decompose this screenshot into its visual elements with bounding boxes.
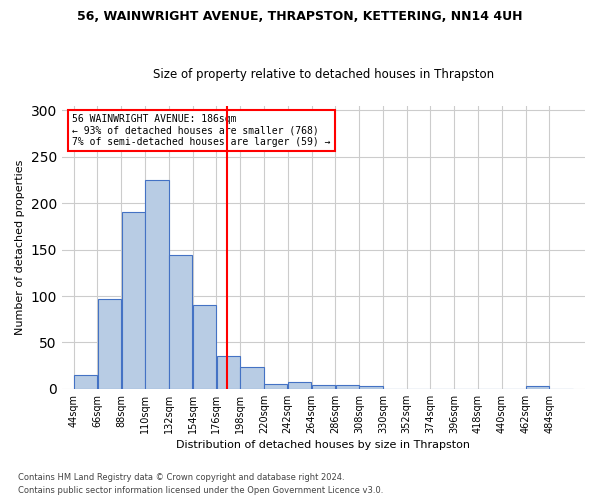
Bar	[264, 384, 287, 389]
X-axis label: Distribution of detached houses by size in Thrapston: Distribution of detached houses by size …	[176, 440, 470, 450]
Text: 56 WAINWRIGHT AVENUE: 186sqm
← 93% of detached houses are smaller (768)
7% of se: 56 WAINWRIGHT AVENUE: 186sqm ← 93% of de…	[72, 114, 331, 148]
Title: Size of property relative to detached houses in Thrapston: Size of property relative to detached ho…	[153, 68, 494, 81]
Bar	[288, 382, 311, 389]
Text: 56, WAINWRIGHT AVENUE, THRAPSTON, KETTERING, NN14 4UH: 56, WAINWRIGHT AVENUE, THRAPSTON, KETTER…	[77, 10, 523, 23]
Bar	[359, 386, 383, 389]
Bar	[193, 306, 216, 389]
Bar	[335, 385, 359, 389]
Bar	[312, 385, 335, 389]
Y-axis label: Number of detached properties: Number of detached properties	[15, 160, 25, 335]
Bar	[98, 299, 121, 389]
Bar	[526, 386, 549, 389]
Bar	[74, 375, 97, 389]
Bar	[217, 356, 240, 389]
Text: Contains HM Land Registry data © Crown copyright and database right 2024.
Contai: Contains HM Land Registry data © Crown c…	[18, 474, 383, 495]
Bar	[122, 212, 145, 389]
Bar	[145, 180, 169, 389]
Bar	[241, 366, 263, 389]
Bar	[169, 255, 193, 389]
